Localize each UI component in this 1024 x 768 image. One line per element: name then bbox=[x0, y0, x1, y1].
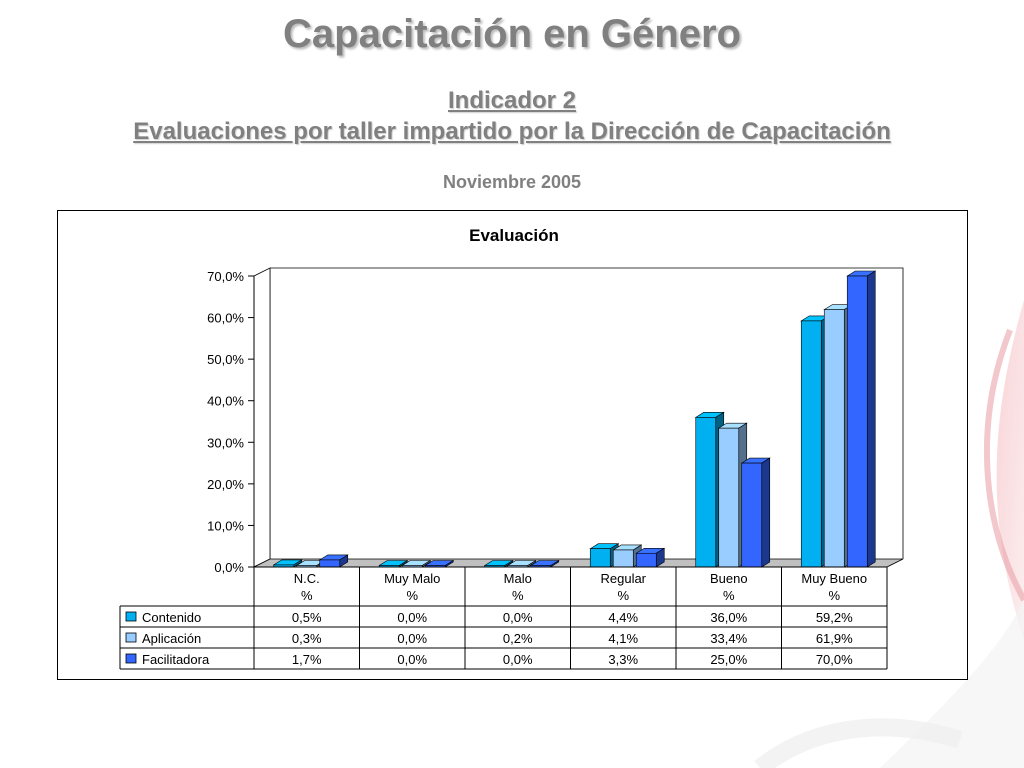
bar-side bbox=[761, 457, 771, 568]
y-tick-label: 40,0% bbox=[207, 394, 244, 409]
table-value: 70,0% bbox=[816, 652, 853, 667]
category-label: % bbox=[301, 588, 313, 603]
table-value: 3,3% bbox=[608, 652, 638, 667]
bar-front bbox=[319, 559, 341, 568]
y-tick-label: 10,0% bbox=[207, 518, 244, 533]
category-label: % bbox=[512, 588, 524, 603]
y-tick-label: 70,0% bbox=[207, 269, 244, 284]
table-value: 1,7% bbox=[292, 652, 322, 667]
slide-subtitle: Evaluaciones por taller impartido por la… bbox=[133, 118, 891, 145]
table-value: 4,1% bbox=[608, 631, 638, 646]
bar bbox=[506, 559, 537, 568]
table-value: 59,2% bbox=[816, 610, 853, 625]
chart-frame: 0,0% 10,0% 20,0% 30,0% 40,0% 50,0% 60,0% 70,0% E… bbox=[57, 210, 968, 680]
bar-front bbox=[612, 549, 634, 568]
category-label: % bbox=[406, 588, 418, 603]
category-label: Bueno bbox=[710, 571, 748, 586]
slide-date: Noviembre 2005 bbox=[442, 172, 582, 192]
table-value: 4,4% bbox=[608, 610, 638, 625]
bar-side bbox=[866, 270, 876, 568]
legend-swatch bbox=[125, 632, 137, 643]
legend-swatch bbox=[125, 611, 137, 622]
legend-label: Facilitadora bbox=[142, 652, 210, 667]
y-tick-label: 30,0% bbox=[207, 435, 244, 450]
y-tick-label: 20,0% bbox=[207, 477, 244, 492]
bar-front bbox=[846, 275, 868, 568]
table-value: 0,0% bbox=[503, 652, 533, 667]
legend-swatch bbox=[125, 653, 137, 664]
category-label: Muy Bueno bbox=[801, 571, 867, 586]
category-label: N.C. bbox=[294, 571, 320, 586]
bar bbox=[378, 559, 409, 568]
bar bbox=[740, 457, 771, 568]
legend-label: Contenido bbox=[142, 610, 201, 625]
bar bbox=[483, 559, 514, 568]
table-value: 0,0% bbox=[397, 631, 427, 646]
table-value: 0,0% bbox=[397, 652, 427, 667]
bar-front bbox=[589, 548, 611, 568]
table-value: 0,2% bbox=[503, 631, 533, 646]
plot-side-wall bbox=[253, 267, 271, 568]
bar bbox=[635, 547, 666, 568]
legend-label: Aplicación bbox=[142, 631, 201, 646]
table-value: 36,0% bbox=[710, 610, 747, 625]
y-tick-label: 50,0% bbox=[207, 352, 244, 367]
y-tick-label: 60,0% bbox=[207, 311, 244, 326]
bar-front bbox=[741, 462, 763, 568]
bar-front bbox=[823, 309, 845, 568]
category-label: Regular bbox=[600, 571, 646, 586]
table-value: 61,9% bbox=[816, 631, 853, 646]
y-tick-label: 0,0% bbox=[214, 560, 244, 575]
bar-front bbox=[635, 552, 657, 568]
plot-back-wall bbox=[270, 267, 904, 559]
category-label: Malo bbox=[504, 571, 532, 586]
bar-chart: 0,0% 10,0% 20,0% 30,0% 40,0% 50,0% 60,0% 70,0% E… bbox=[119, 226, 904, 670]
category-label: % bbox=[828, 588, 840, 603]
bar bbox=[846, 270, 877, 568]
bar bbox=[272, 559, 303, 568]
table-value: 0,0% bbox=[503, 610, 533, 625]
table-value: 0,5% bbox=[292, 610, 322, 625]
category-label: % bbox=[617, 588, 629, 603]
table-value: 0,3% bbox=[292, 631, 322, 646]
bar-front bbox=[695, 417, 717, 568]
bar-front bbox=[800, 320, 822, 568]
chart-title: Evaluación bbox=[469, 226, 559, 245]
table-value: 0,0% bbox=[397, 610, 427, 625]
table-value: 33,4% bbox=[710, 631, 747, 646]
category-label: Muy Malo bbox=[384, 571, 440, 586]
slide-title: Capacitación en Género bbox=[283, 12, 741, 56]
slide-indicator: Indicador 2 bbox=[447, 87, 577, 114]
table-value: 25,0% bbox=[710, 652, 747, 667]
bar-front bbox=[718, 427, 740, 568]
bar bbox=[318, 554, 349, 568]
category-label: % bbox=[723, 588, 735, 603]
bar bbox=[424, 559, 455, 568]
